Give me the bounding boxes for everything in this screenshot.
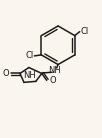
Text: NH: NH [23,71,36,80]
Text: O: O [49,76,56,85]
Text: NH: NH [48,66,61,75]
Text: Cl: Cl [81,27,89,36]
Text: Cl: Cl [25,51,33,60]
Text: O: O [3,69,10,78]
